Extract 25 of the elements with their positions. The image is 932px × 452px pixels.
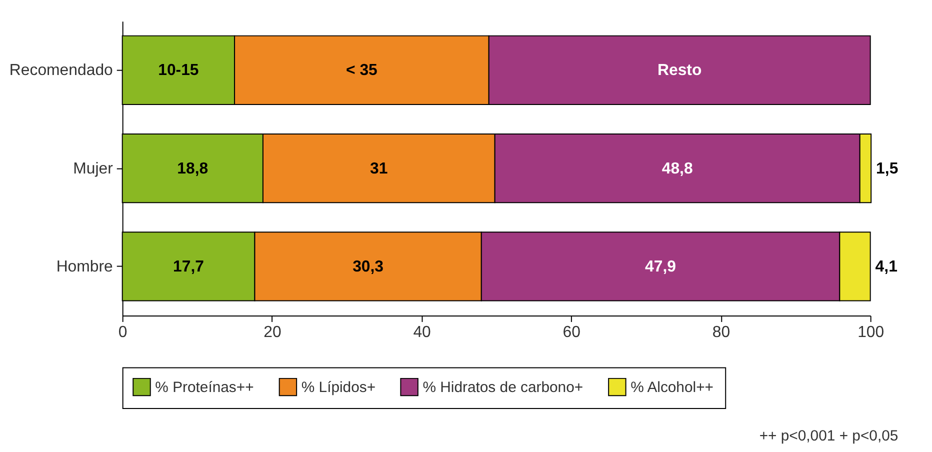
data-label: < 35 bbox=[346, 62, 378, 80]
x-tick-label: 80 bbox=[712, 324, 730, 341]
legend-label: % Hidratos de carbono+ bbox=[422, 380, 584, 396]
x-tick-label: 100 bbox=[858, 324, 884, 341]
x-tick-label: 40 bbox=[413, 324, 432, 341]
y-tick-label: Hombre bbox=[56, 258, 114, 276]
data-label: 47,9 bbox=[645, 258, 676, 276]
data-label: 4,1 bbox=[875, 258, 898, 276]
legend-label: % Lípidos+ bbox=[301, 380, 376, 396]
y-tick-label: Mujer bbox=[73, 160, 114, 178]
text: ++ p<0,001 + p<0,05 bbox=[759, 428, 898, 444]
legend-label: % Proteínas++ bbox=[155, 380, 254, 396]
y-tick-label: Recomendado bbox=[9, 62, 114, 80]
legend-label: % Alcohol++ bbox=[630, 380, 714, 396]
data-label: 18,8 bbox=[177, 160, 208, 178]
data-label: 10-15 bbox=[158, 62, 199, 80]
x-tick-label: 60 bbox=[562, 324, 581, 341]
data-label: Resto bbox=[657, 62, 702, 80]
data-label: 30,3 bbox=[352, 258, 384, 276]
x-tick-label: 0 bbox=[118, 324, 128, 341]
data-label: 17,7 bbox=[173, 258, 204, 276]
data-label: 48,8 bbox=[662, 160, 693, 178]
data-label: 31 bbox=[370, 160, 388, 178]
x-tick-label: 20 bbox=[264, 324, 282, 341]
data-label: 1,5 bbox=[876, 160, 898, 178]
